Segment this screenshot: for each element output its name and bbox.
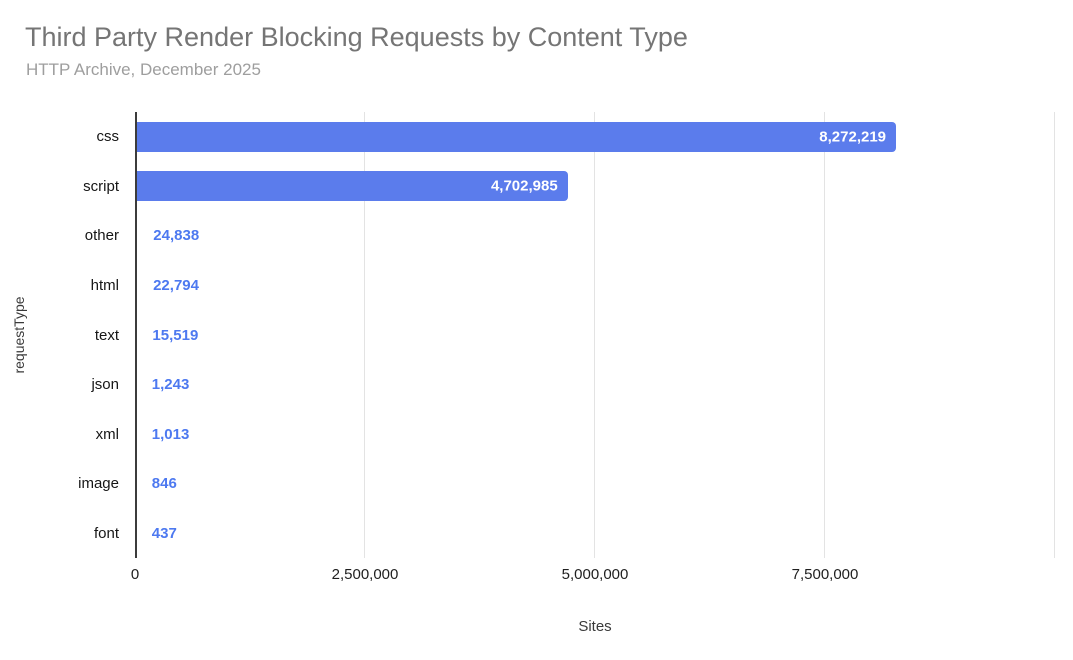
category-label-other: other — [84, 227, 119, 245]
bar-series: 8,272,219 4,702,985 24,838 22,794 15,519 1,24… — [135, 112, 1055, 558]
bar-css[interactable]: 8,272,219 — [135, 121, 897, 152]
category-axis-labels: css script other html text json xml image font — [0, 112, 127, 558]
value-label-script: 4,702,985 — [490, 177, 558, 195]
bar-row-html: 22,794 — [135, 261, 1055, 311]
category-label-json: json — [91, 376, 119, 394]
bar-row-text: 15,519 — [135, 310, 1055, 360]
gridline — [364, 112, 365, 558]
x-tick-label-0: 0 — [130, 566, 140, 583]
category-label-xml: xml — [95, 425, 119, 443]
chart-subtitle: HTTP Archive, December 2025 — [26, 60, 261, 79]
x-tick-label-7500000: 7,500,000 — [791, 566, 859, 583]
category-label-font: font — [93, 524, 119, 542]
value-label-font: 437 — [151, 524, 177, 542]
bar-script[interactable]: 4,702,985 — [135, 171, 568, 202]
bar-row-xml: 1,013 — [135, 409, 1055, 459]
x-tick-label-2500000: 2,500,000 — [331, 566, 399, 583]
category-label-script: script — [83, 177, 119, 195]
value-label-xml: 1,013 — [151, 425, 190, 443]
plot-area: 8,272,219 4,702,985 24,838 22,794 15,519 1,24… — [135, 112, 1055, 558]
value-label-text: 15,519 — [152, 326, 199, 344]
x-axis-title: Sites — [578, 618, 612, 635]
y-axis-line — [135, 112, 137, 558]
category-label-css: css — [96, 128, 120, 146]
gridline — [824, 112, 825, 558]
bar-row-font: 437 — [135, 509, 1055, 559]
value-label-other: 24,838 — [153, 227, 200, 245]
bar-row-json: 1,243 — [135, 360, 1055, 410]
category-label-html: html — [90, 276, 119, 294]
category-label-image: image — [78, 475, 119, 493]
value-label-html: 22,794 — [153, 276, 199, 294]
value-label-json: 1,243 — [151, 376, 190, 394]
x-tick-label-5000000: 5,000,000 — [561, 566, 629, 583]
bar-row-script: 4,702,985 — [135, 162, 1055, 212]
value-label-image: 846 — [151, 475, 177, 493]
gridline — [1054, 112, 1055, 558]
category-label-text: text — [94, 326, 119, 344]
gridline — [594, 112, 595, 558]
x-axis-ticks: 0 2,500,000 5,000,000 7,500,000 — [131, 566, 1055, 586]
chart-title: Third Party Render Blocking Requests by … — [25, 22, 688, 52]
bar-row-css: 8,272,219 — [135, 112, 1055, 162]
value-label-css: 8,272,219 — [819, 128, 887, 146]
bar-row-other: 24,838 — [135, 211, 1055, 261]
bar-row-image: 846 — [135, 459, 1055, 509]
